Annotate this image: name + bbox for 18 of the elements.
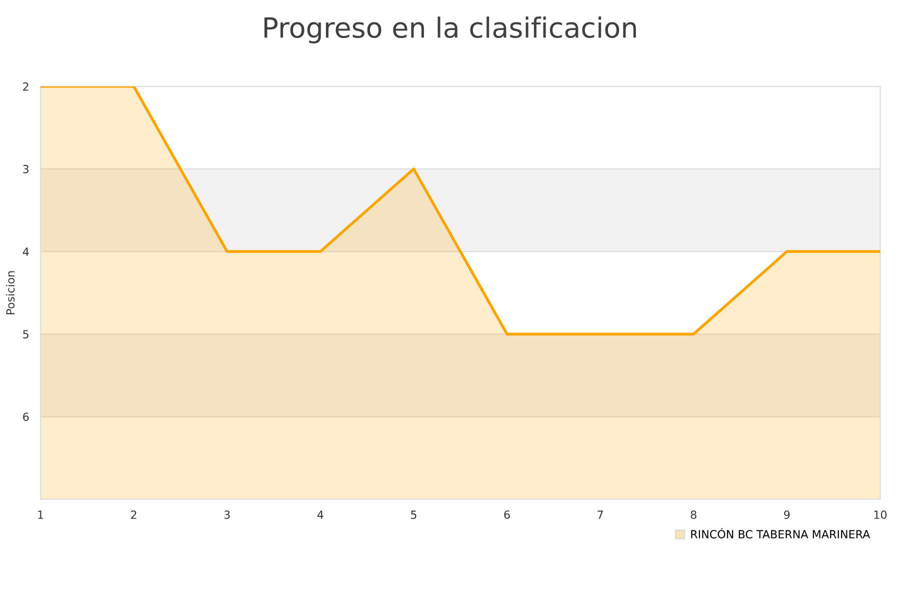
x-tick-label: 6 <box>504 510 510 519</box>
legend-label: RINCÓN BC TABERNA MARINERA <box>691 528 870 538</box>
x-tick-label: 7 <box>598 510 603 519</box>
y-tick-label: 4 <box>22 248 29 256</box>
x-tick-label: 8 <box>690 510 696 519</box>
x-tick-label: 2 <box>131 510 136 519</box>
y-tick-label: 6 <box>23 412 29 422</box>
chart-title: Progreso en la clasificacion <box>264 16 636 44</box>
x-tick-label: 3 <box>224 510 230 519</box>
x-tick-label: 9 <box>784 510 790 519</box>
y-tick-label: 5 <box>23 330 28 338</box>
y-axis-title: Posicion <box>6 271 15 314</box>
y-tick-label: 3 <box>23 164 28 174</box>
x-tick-label: 4 <box>317 510 324 519</box>
x-tick-label: 5 <box>411 510 416 519</box>
x-tick-label: 1 <box>38 510 44 519</box>
x-tick-label: 10 <box>874 510 887 519</box>
y-tick-label: 2 <box>23 82 28 91</box>
